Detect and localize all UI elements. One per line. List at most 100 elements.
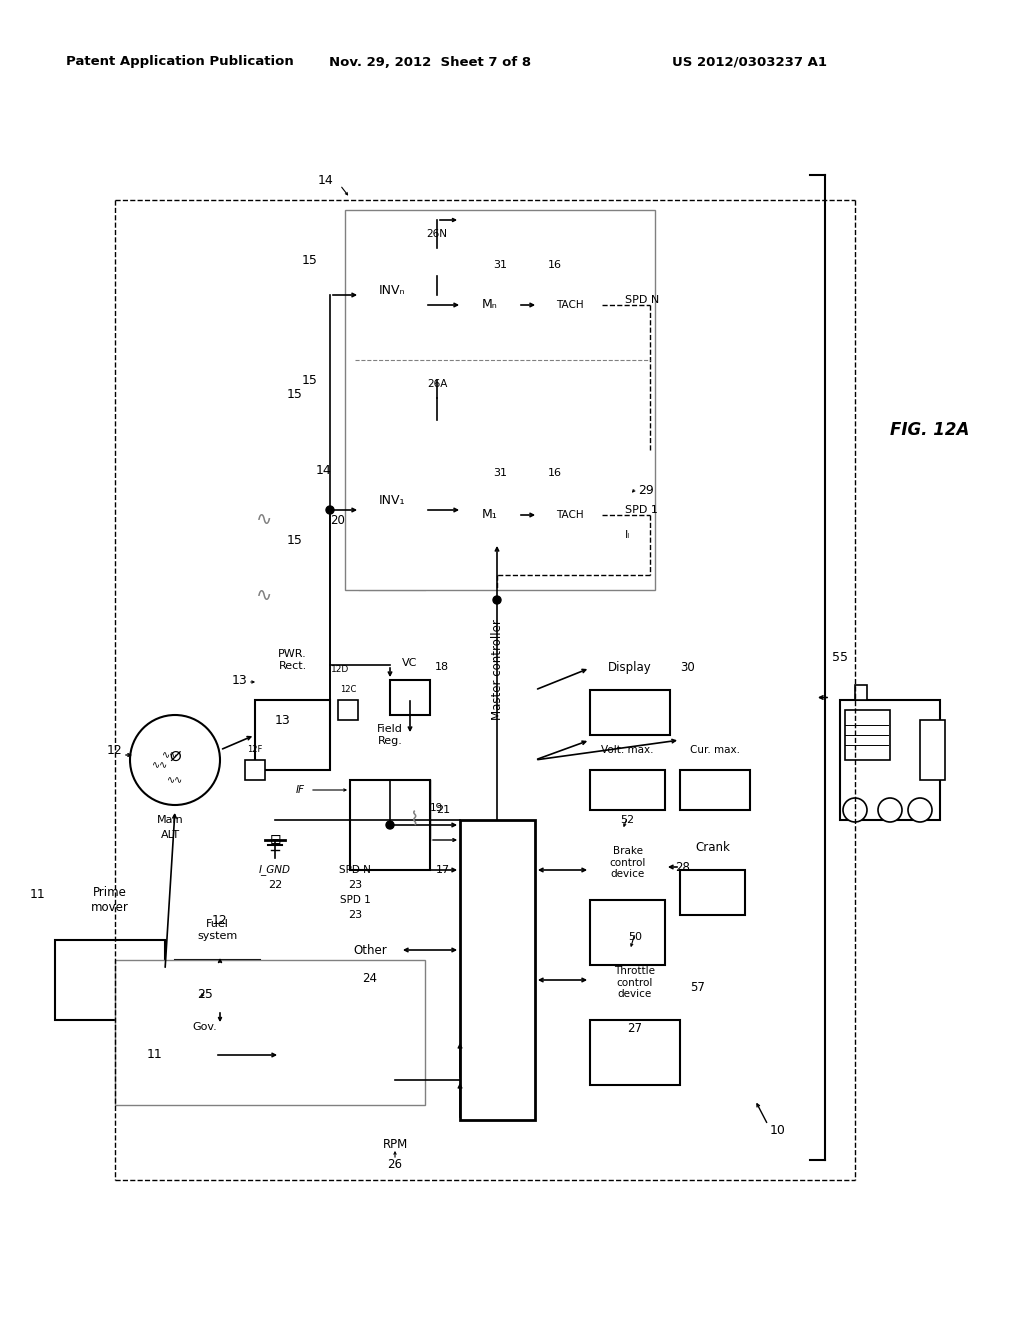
Text: ⌇: ⌇ [411, 810, 420, 829]
Bar [175, 960, 260, 1020]
Text: 16: 16 [548, 260, 562, 271]
Text: 12F: 12F [248, 746, 263, 755]
Text: 16: 16 [548, 469, 562, 478]
Text: ⊟: ⊟ [270, 833, 282, 847]
Circle shape [326, 506, 334, 513]
Text: ∿: ∿ [256, 511, 272, 529]
Text: Brake
control
device: Brake control device [609, 846, 646, 879]
Bar [245, 760, 265, 780]
Text: Prime
mover: Prime mover [91, 886, 129, 913]
Text: SPD N: SPD N [339, 865, 371, 875]
Text: 15: 15 [302, 374, 317, 387]
Text: 23: 23 [348, 880, 362, 890]
Text: VC: VC [402, 657, 418, 668]
Text: 31: 31 [493, 469, 507, 478]
Text: Gov.: Gov. [193, 1023, 217, 1032]
Text: ∿∿: ∿∿ [167, 775, 183, 785]
Bar [590, 1020, 680, 1085]
Text: Main: Main [157, 814, 183, 825]
Circle shape [908, 799, 932, 822]
Text: TACH: TACH [556, 300, 584, 310]
Bar [175, 1049, 234, 1096]
Circle shape [843, 799, 867, 822]
Text: INVₙ: INVₙ [379, 284, 406, 297]
Circle shape [462, 487, 518, 543]
Bar [845, 710, 890, 760]
Text: 26N: 26N [427, 228, 447, 239]
Text: 21: 21 [436, 805, 450, 814]
Text: Volt. max.: Volt. max. [601, 744, 653, 755]
Text: RPM: RPM [382, 1138, 408, 1151]
Bar [460, 820, 535, 1119]
Text: 12: 12 [212, 913, 228, 927]
Text: 13: 13 [275, 714, 291, 726]
Text: Throttle
control
device: Throttle control device [614, 966, 655, 999]
Text: 18: 18 [435, 663, 450, 672]
Text: ALT: ALT [161, 830, 179, 840]
Text: 55: 55 [831, 651, 848, 664]
Text: ∿∿: ∿∿ [152, 760, 168, 770]
Text: TACH: TACH [556, 510, 584, 520]
Text: FIG. 12A: FIG. 12A [890, 421, 970, 440]
Circle shape [130, 715, 220, 805]
Text: 14: 14 [316, 463, 332, 477]
Text: 15: 15 [302, 253, 317, 267]
Bar [338, 700, 358, 719]
Text: 10: 10 [770, 1123, 785, 1137]
Bar [360, 531, 425, 590]
Text: 17: 17 [436, 865, 450, 875]
Text: 11: 11 [30, 888, 45, 902]
Text: 20: 20 [330, 513, 345, 527]
Text: Master controller: Master controller [490, 619, 504, 721]
Text: 12D: 12D [331, 665, 349, 675]
Bar [340, 970, 400, 1010]
Bar [680, 770, 750, 810]
Text: SPD N: SPD N [625, 294, 659, 305]
Text: 50: 50 [628, 932, 642, 942]
Text: SPD 1: SPD 1 [625, 506, 657, 515]
Text: Mₙ: Mₙ [482, 298, 498, 312]
Ellipse shape [538, 492, 602, 537]
Text: INV₁: INV₁ [379, 494, 406, 507]
Text: 11: 11 [147, 1048, 163, 1061]
Text: Iₗ: Iₗ [625, 531, 630, 540]
Bar [418, 399, 456, 426]
Text: ∿: ∿ [256, 586, 272, 605]
Text: Display: Display [608, 661, 652, 675]
Text: 29: 29 [638, 483, 653, 496]
Bar [855, 685, 867, 700]
Text: SPD 1: SPD 1 [340, 895, 371, 906]
Bar [115, 960, 425, 1105]
Text: 15: 15 [287, 533, 303, 546]
Text: I_GND: I_GND [259, 865, 291, 875]
Text: Nov. 29, 2012  Sheet 7 of 8: Nov. 29, 2012 Sheet 7 of 8 [329, 55, 531, 69]
Circle shape [386, 821, 394, 829]
Text: PWR.
Rect.: PWR. Rect. [279, 649, 307, 671]
Text: Other: Other [353, 944, 387, 957]
Text: 25: 25 [197, 989, 213, 1002]
Bar [390, 680, 430, 715]
Text: 57: 57 [690, 981, 705, 994]
Text: US 2012/0303237 A1: US 2012/0303237 A1 [673, 55, 827, 69]
Text: Crank: Crank [695, 841, 730, 854]
Text: 27: 27 [628, 1022, 642, 1035]
Text: 19: 19 [430, 803, 443, 813]
Ellipse shape [538, 282, 602, 327]
Text: 14: 14 [317, 173, 333, 186]
Bar [590, 690, 670, 735]
Text: 26: 26 [387, 1159, 402, 1172]
Text: ∿∿: ∿∿ [162, 750, 178, 760]
Circle shape [493, 597, 501, 605]
Text: M₁: M₁ [482, 508, 498, 521]
Text: 52: 52 [621, 814, 635, 825]
Text: 31: 31 [493, 260, 507, 271]
Bar [345, 210, 655, 590]
Text: 28: 28 [675, 861, 690, 874]
Bar [920, 719, 945, 780]
Text: Patent Application Publication: Patent Application Publication [67, 55, 294, 69]
Bar [840, 700, 940, 820]
Text: 23: 23 [348, 909, 362, 920]
Text: Cur. max.: Cur. max. [690, 744, 740, 755]
Bar [680, 870, 745, 915]
Text: 26A: 26A [427, 379, 447, 389]
